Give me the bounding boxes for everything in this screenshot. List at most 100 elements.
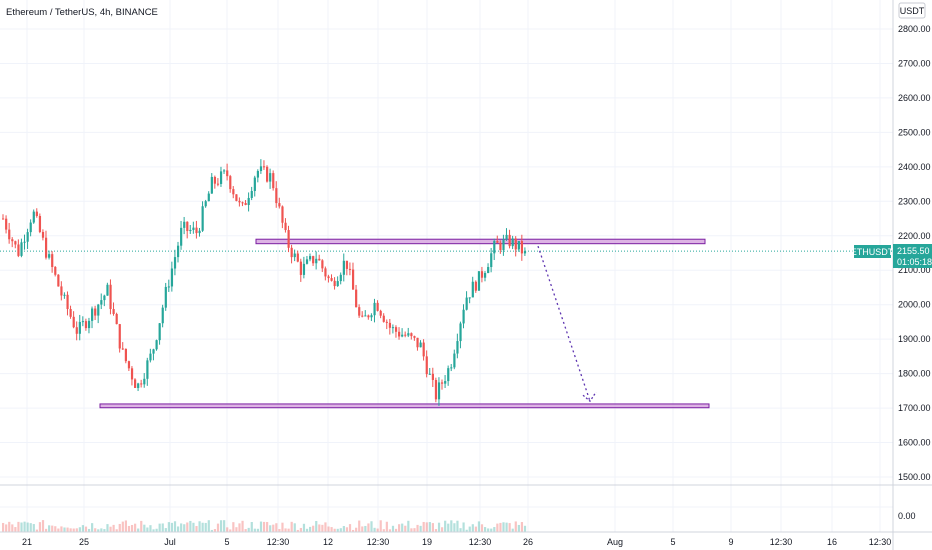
candle [487,263,490,274]
candle [305,255,309,265]
zone-support[interactable] [99,403,710,409]
volume-bar [315,520,318,532]
candle [477,271,481,291]
volume-bar [164,528,167,532]
candle [428,367,431,375]
volume-bar [327,526,330,532]
candle [355,284,358,308]
volume-bar [434,529,438,532]
volume-bar [490,528,493,532]
x-tick-label: 12:30 [770,537,793,547]
candle [330,274,333,282]
volume-bar [287,528,290,532]
candle [130,366,134,386]
volume-bar [281,522,284,532]
projection-arrow[interactable] [537,245,597,403]
candle [109,279,112,315]
volume-bar [348,524,352,532]
candle [296,250,299,263]
candle [388,318,392,335]
volume-bar [176,526,180,532]
x-tick-label: 21 [22,537,32,547]
volume-bar [149,525,152,532]
volume-bar [198,521,201,532]
price-tag-group: ETHUSDT 2155.50 01:05:18 [851,244,932,268]
candle [103,294,106,307]
candle [253,175,256,197]
volume-bar [241,520,244,532]
volume-bar [404,525,407,532]
candle [78,314,81,341]
candle [26,228,29,249]
volume-bar [416,524,419,532]
candle [226,163,229,181]
x-tick-label: 26 [523,537,533,547]
y-tick-label: 2100.00 [898,265,931,275]
candle [321,259,324,273]
volume-bar [514,521,517,532]
candle [38,213,42,234]
volume-bar [78,527,81,532]
candle [327,274,330,283]
candle [358,304,361,318]
volume-bar [134,523,137,532]
candle [87,317,91,334]
currency-button[interactable]: USDT [898,2,926,19]
volume-bar [296,529,299,532]
candle [351,262,355,290]
volume-bar [342,526,345,532]
candle [32,209,35,224]
volume-bar [155,528,158,532]
volume-bar [20,522,23,532]
candle [416,337,419,351]
volume-bar [250,522,253,532]
volume-bar [318,524,321,532]
candle [266,165,269,183]
y-tick-label: 1700.00 [898,403,931,413]
candle [152,348,155,361]
volume-bar [453,523,456,532]
candle [140,379,143,388]
candle [290,244,293,264]
price-tag-bg [893,244,932,268]
candle [444,375,447,389]
volume-bar [23,521,26,532]
candle [508,229,511,249]
volume-tick-label: 0.00 [898,511,916,521]
candle [315,251,318,270]
x-tick-label: Aug [607,537,623,547]
candle [91,306,94,329]
volume-bar [278,529,281,532]
volume-bar [336,528,339,532]
volume-bar [376,528,379,532]
candle [192,221,195,234]
volume-bar [480,524,484,532]
candle [97,303,100,324]
x-tick-label: 12:30 [869,537,892,547]
candle [8,222,11,244]
zones[interactable] [99,238,710,409]
volume-bar [137,528,140,532]
candle [339,272,342,285]
volume-bar [127,525,131,532]
volume-bar [195,526,198,532]
chart-title: Ethereum / TetherUS, 4h, BINANCE [6,7,158,18]
volume-bar [72,528,75,532]
volume-bar [275,523,278,532]
candle [2,214,5,220]
x-tick-label: 16 [827,537,837,547]
volume-bar [437,522,441,532]
volume-bar [216,523,220,532]
volume-bar [266,521,269,532]
volume-bar [87,528,91,532]
volume-bar [235,527,238,532]
candle [474,280,477,293]
candle [262,160,266,170]
candle [66,291,69,316]
zone-resistance[interactable] [255,238,706,245]
volume-bar [183,524,186,532]
volume-bar [247,527,250,532]
projection-line[interactable] [537,245,591,402]
candle [425,350,428,378]
